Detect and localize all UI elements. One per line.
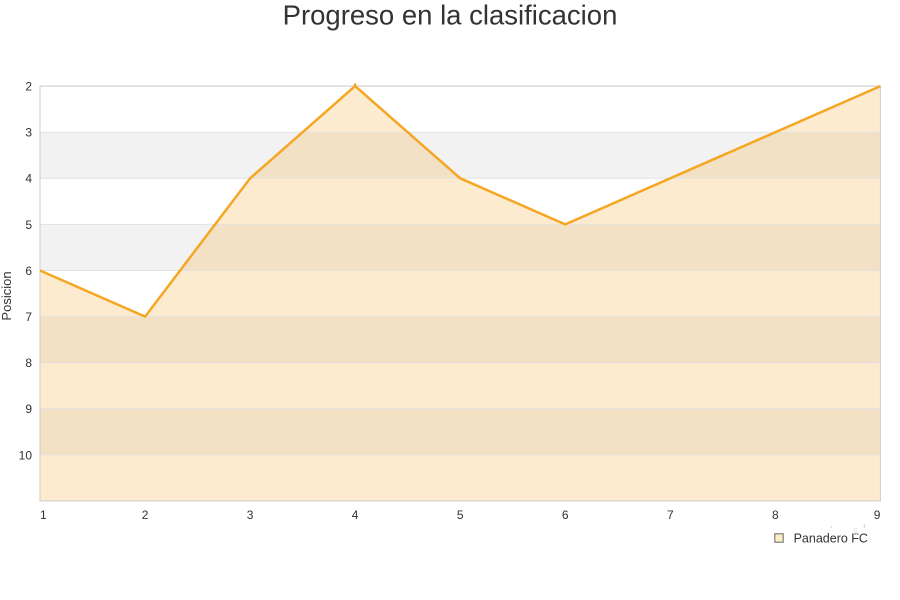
svg-text:5: 5 xyxy=(853,527,858,537)
svg-text:2: 2 xyxy=(25,80,32,94)
svg-text:Posicion: Posicion xyxy=(0,271,14,320)
svg-text:5: 5 xyxy=(25,218,32,232)
svg-text:2: 2 xyxy=(142,508,149,522)
svg-text:6: 6 xyxy=(25,264,32,278)
svg-text:1: 1 xyxy=(40,508,47,522)
svg-text:10: 10 xyxy=(19,448,33,462)
svg-text:7: 7 xyxy=(667,508,674,522)
svg-text:4: 4 xyxy=(352,508,359,522)
svg-text:8: 8 xyxy=(772,508,779,522)
svg-text:Progreso en la clasificacion: Progreso en la clasificacion xyxy=(283,0,618,31)
svg-text:4: 4 xyxy=(25,172,32,186)
svg-text:6: 6 xyxy=(562,508,569,522)
svg-text:9: 9 xyxy=(25,402,32,416)
svg-text:3: 3 xyxy=(247,508,254,522)
svg-text:8: 8 xyxy=(25,356,32,370)
svg-text:5: 5 xyxy=(457,508,464,522)
svg-text:3: 3 xyxy=(25,126,32,140)
svg-text:7: 7 xyxy=(25,310,32,324)
svg-text:9: 9 xyxy=(874,508,881,522)
